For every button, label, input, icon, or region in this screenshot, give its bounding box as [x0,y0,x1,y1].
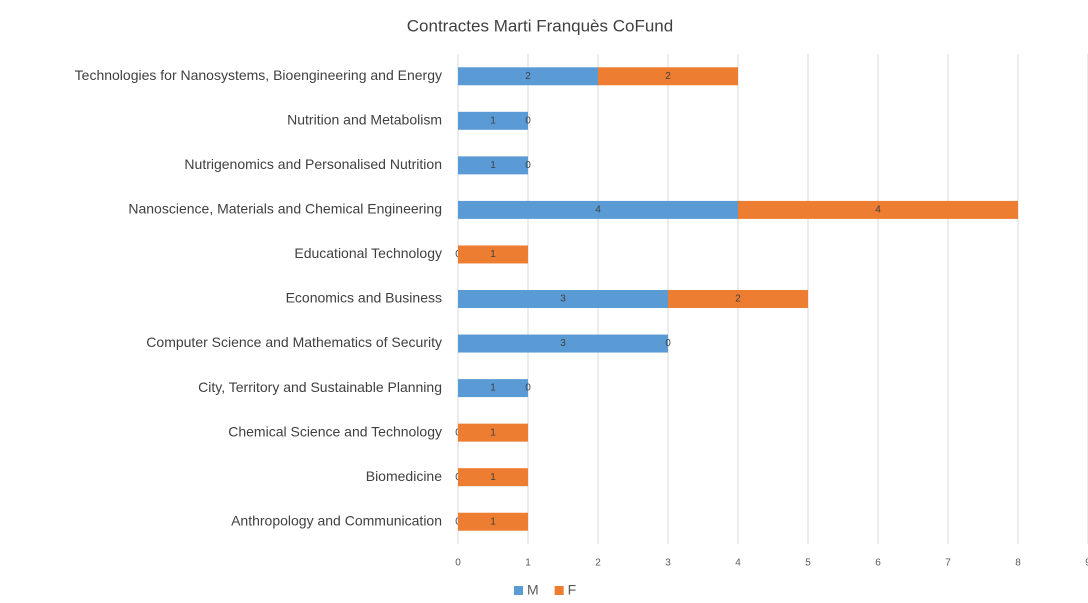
data-label: 1 [490,383,496,394]
bar [458,468,528,487]
y-tick-label: Educational Technology [294,245,442,261]
legend-swatch [554,586,564,595]
x-tick-label: 5 [805,558,811,569]
legend-swatch [514,586,523,595]
x-tick-label: 3 [665,558,671,569]
x-tick-label: 7 [945,558,951,569]
bar [598,67,738,86]
y-tick-label: Technologies for Nanosystems, Bioenginee… [75,67,442,83]
y-tick-label: Computer Science and Mathematics of Secu… [146,334,442,350]
bar [458,423,528,442]
data-label: 0 [665,338,671,349]
y-tick-label: City, Territory and Sustainable Planning [198,379,442,395]
data-label: 1 [490,427,496,438]
data-label: 2 [735,294,741,305]
data-label: 1 [490,516,496,527]
data-label: 3 [560,294,566,305]
bar [458,156,528,175]
bar [458,200,738,219]
bar [458,334,668,353]
data-label: 1 [490,115,496,126]
data-label: 0 [525,383,531,394]
x-tick-label: 9 [1085,558,1088,569]
y-tick-label: Chemical Science and Technology [228,423,442,439]
data-label: 3 [560,338,566,349]
bar [668,290,808,308]
bar [458,379,528,398]
x-tick-label: 0 [455,558,461,569]
bar [458,245,528,264]
data-label: 4 [595,205,601,216]
y-tick-label: Anthropology and Communication [231,512,442,528]
x-tick-label: 4 [735,558,741,569]
bar [458,67,598,86]
y-tick-label: Economics and Business [286,290,442,306]
x-tick-label: 6 [875,558,881,569]
bar [458,111,528,130]
legend-label: M [527,582,539,598]
data-label: 1 [490,160,496,171]
y-tick-label: Biomedicine [366,468,442,484]
x-tick-label: 1 [525,558,531,569]
chart-title: Contractes Marti Franquès CoFund [407,16,673,35]
bar [458,512,528,531]
x-tick-label: 2 [595,558,601,569]
data-label: 1 [490,472,496,483]
bar [458,290,668,308]
bar [738,200,1018,219]
data-label: 2 [665,71,671,82]
data-label: 0 [525,115,531,126]
data-label: 2 [525,71,531,82]
data-label: 0 [525,160,531,171]
y-tick-label: Nanoscience, Materials and Chemical Engi… [128,201,442,217]
data-label: 4 [875,205,881,216]
legend-label: F [568,582,577,598]
y-tick-label: Nutrition and Metabolism [287,112,442,128]
y-tick-label: Nutrigenomics and Personalised Nutrition [184,156,442,172]
x-tick-label: 8 [1015,558,1021,569]
data-label: 1 [490,249,496,260]
